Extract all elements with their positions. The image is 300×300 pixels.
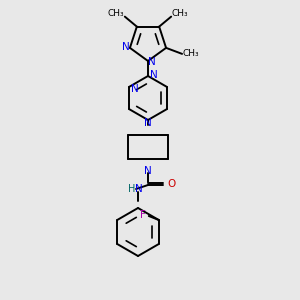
Text: CH₃: CH₃ <box>172 9 188 18</box>
Text: O: O <box>167 179 175 189</box>
Text: N: N <box>150 70 158 80</box>
Text: N: N <box>148 57 156 67</box>
Text: H: H <box>128 184 136 194</box>
Text: CH₃: CH₃ <box>107 9 124 18</box>
Text: N: N <box>131 84 139 94</box>
Text: CH₃: CH₃ <box>183 50 200 58</box>
Text: N: N <box>144 166 152 176</box>
Text: F: F <box>140 210 146 220</box>
Text: N: N <box>122 42 130 52</box>
Text: N: N <box>135 184 143 194</box>
Text: N: N <box>144 118 152 128</box>
